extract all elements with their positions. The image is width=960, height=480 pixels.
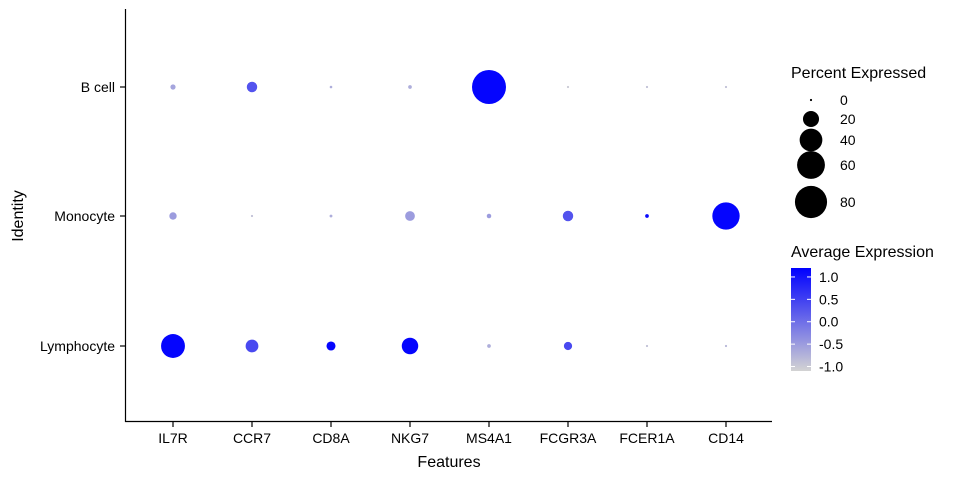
colorbar-tick-label: 1.0 [819, 269, 839, 285]
x-tick-label: CCR7 [233, 430, 271, 446]
dot-point [724, 344, 728, 348]
axes-layer [124, 9, 772, 423]
dot-point [326, 341, 336, 351]
x-tick-label: IL7R [158, 430, 188, 446]
points-layer [161, 70, 740, 358]
dot-point [486, 213, 492, 219]
dot-point [645, 85, 649, 89]
dot-point [161, 334, 185, 358]
size-legend-key [802, 110, 820, 128]
size-legend-key [799, 128, 823, 152]
ticks-layer: IL7R CCR7 CD8A NKG7 MS4A1 FCGR3A FCER1A CD14 B c… [40, 79, 744, 446]
dot-point [401, 337, 419, 355]
y-tick-label: Monocyte [54, 208, 115, 224]
dot-point [329, 85, 333, 89]
size-legend-label: 40 [840, 132, 856, 148]
x-tick-label: CD14 [708, 430, 744, 446]
x-tick-label: MS4A1 [466, 430, 512, 446]
size-legend-label: 60 [840, 157, 856, 173]
dot-point [472, 70, 506, 104]
dot-point [408, 85, 412, 89]
x-tick-label: FCGR3A [540, 430, 597, 446]
dot-point [170, 84, 176, 90]
size-legend: 0 20 40 60 80 [794, 92, 856, 219]
x-axis-title: Features [417, 454, 480, 471]
x-tick-label: CD8A [312, 430, 350, 446]
size-legend-label: 20 [840, 111, 856, 127]
colorbar-tick-label: 0.0 [819, 314, 839, 330]
size-legend-key [797, 151, 825, 179]
size-legend-key [794, 185, 828, 219]
color-legend-ticks: 1.0 0.5 0.0 -0.5 -1.0 [791, 269, 843, 375]
size-legend-label: 0 [840, 92, 848, 108]
dot-point [487, 344, 491, 348]
colorbar-tick-label: -1.0 [819, 359, 843, 375]
y-tick-label: B cell [81, 79, 115, 95]
dot-point [563, 341, 573, 351]
dot-point [246, 81, 258, 93]
dot-point [245, 339, 259, 353]
colorbar-tick-label: 0.5 [819, 291, 839, 307]
dot-point [562, 210, 574, 222]
colorbar [791, 268, 811, 371]
x-tick-label: NKG7 [391, 430, 429, 446]
colorbar-tick-label: -0.5 [819, 336, 843, 352]
dot-point [329, 214, 333, 218]
size-legend-label: 80 [840, 194, 856, 210]
dot-point [724, 85, 728, 89]
dot-point [250, 214, 254, 218]
x-tick-label: FCER1A [619, 430, 675, 446]
size-legend-title: Percent Expressed [791, 65, 926, 82]
dot-point [169, 212, 177, 220]
y-axis-title: Identity [10, 190, 27, 242]
dot-point [405, 211, 415, 221]
dot-point [645, 214, 649, 218]
y-tick-label: Lymphocyte [40, 338, 115, 354]
color-legend-title: Average Expression [791, 244, 934, 261]
size-legend-key [809, 98, 813, 102]
dot-point [645, 344, 649, 348]
dot-point [712, 202, 740, 230]
dot-point [566, 85, 570, 89]
